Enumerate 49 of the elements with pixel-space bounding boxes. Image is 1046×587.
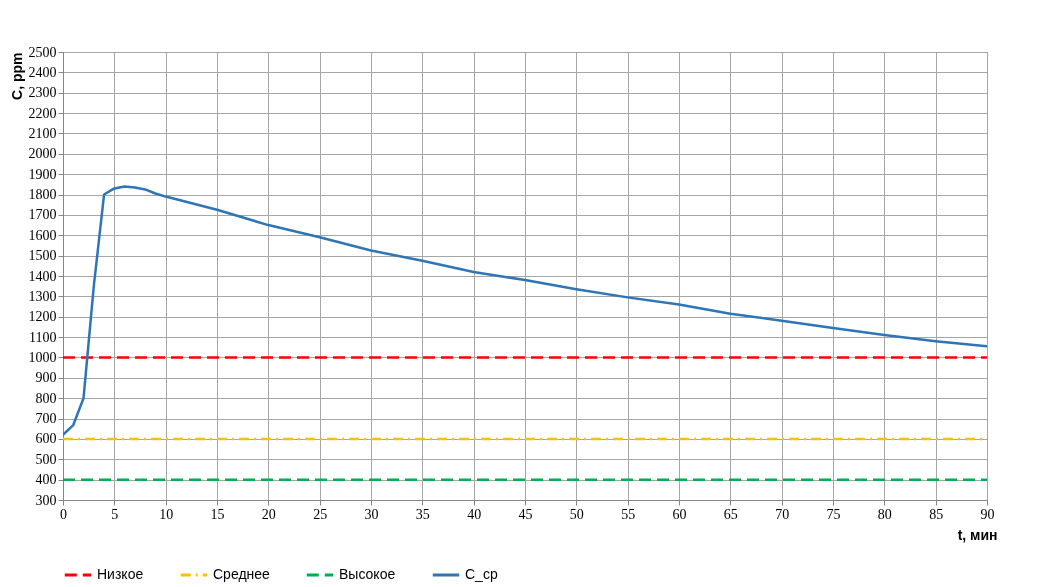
- x-tick-label: 75: [826, 506, 841, 522]
- line-series: [63, 185, 987, 437]
- x-tick-label: 5: [111, 506, 119, 522]
- x-tick-label: 25: [313, 506, 328, 522]
- x-tick-label: 85: [929, 506, 944, 522]
- x-tick-label: 10: [159, 506, 174, 522]
- y-tick-label: 1800: [28, 187, 57, 203]
- y-tick-label: 1200: [28, 309, 57, 325]
- x-tick-label: 70: [775, 506, 790, 522]
- y-tick-label: 1300: [28, 288, 57, 304]
- legend-label: Среднее: [213, 566, 271, 582]
- y-tick-label: 300: [35, 492, 57, 508]
- legend-label: Низкое: [97, 566, 144, 582]
- y-tick-label: 900: [35, 370, 57, 386]
- x-tick-label: 60: [672, 506, 687, 522]
- y-tick-label: 1600: [28, 227, 57, 243]
- y-tick-label: 800: [35, 390, 57, 406]
- x-tick-label: 0: [60, 506, 67, 522]
- x-tick-label: 35: [415, 506, 430, 522]
- y-tick-label: 2400: [28, 64, 57, 80]
- y-tick-label: 1700: [28, 207, 57, 223]
- x-tick-label: 65: [723, 506, 738, 522]
- y-tick-label: 1400: [28, 268, 57, 284]
- legend-label: Высокое: [339, 566, 396, 582]
- y-tick-label: 1500: [28, 248, 57, 264]
- x-tick-label: 15: [210, 506, 225, 522]
- legend-label: C_ср: [465, 566, 498, 582]
- y-tick-label: 700: [35, 411, 57, 427]
- y-tick-label: 2500: [28, 44, 57, 60]
- y-tick-label: 1100: [29, 329, 57, 345]
- x-tick-label: 55: [621, 506, 636, 522]
- y-tick-label: 1000: [28, 349, 57, 365]
- y-tick-label: 600: [35, 431, 57, 447]
- x-tick-label: 50: [569, 506, 584, 522]
- x-tick-label: 30: [364, 506, 379, 522]
- y-tick-label: 2300: [28, 85, 57, 101]
- x-tick-label: 90: [980, 506, 995, 522]
- x-tick-label: 80: [877, 506, 892, 522]
- y-tick-label: 1900: [28, 166, 57, 182]
- y-tick-label: 2000: [28, 146, 57, 162]
- y-tick-label: 400: [35, 472, 57, 488]
- x-tick-label: 40: [467, 506, 482, 522]
- y-tick-label: 500: [35, 451, 57, 467]
- y-axis-title: C, ppm: [8, 52, 25, 100]
- x-tick-label: 45: [518, 506, 533, 522]
- x-axis-title: t, мин: [957, 526, 998, 543]
- y-tick-label: 2200: [28, 105, 57, 121]
- x-tick-label: 20: [261, 506, 276, 522]
- y-tick-label: 2100: [28, 125, 57, 141]
